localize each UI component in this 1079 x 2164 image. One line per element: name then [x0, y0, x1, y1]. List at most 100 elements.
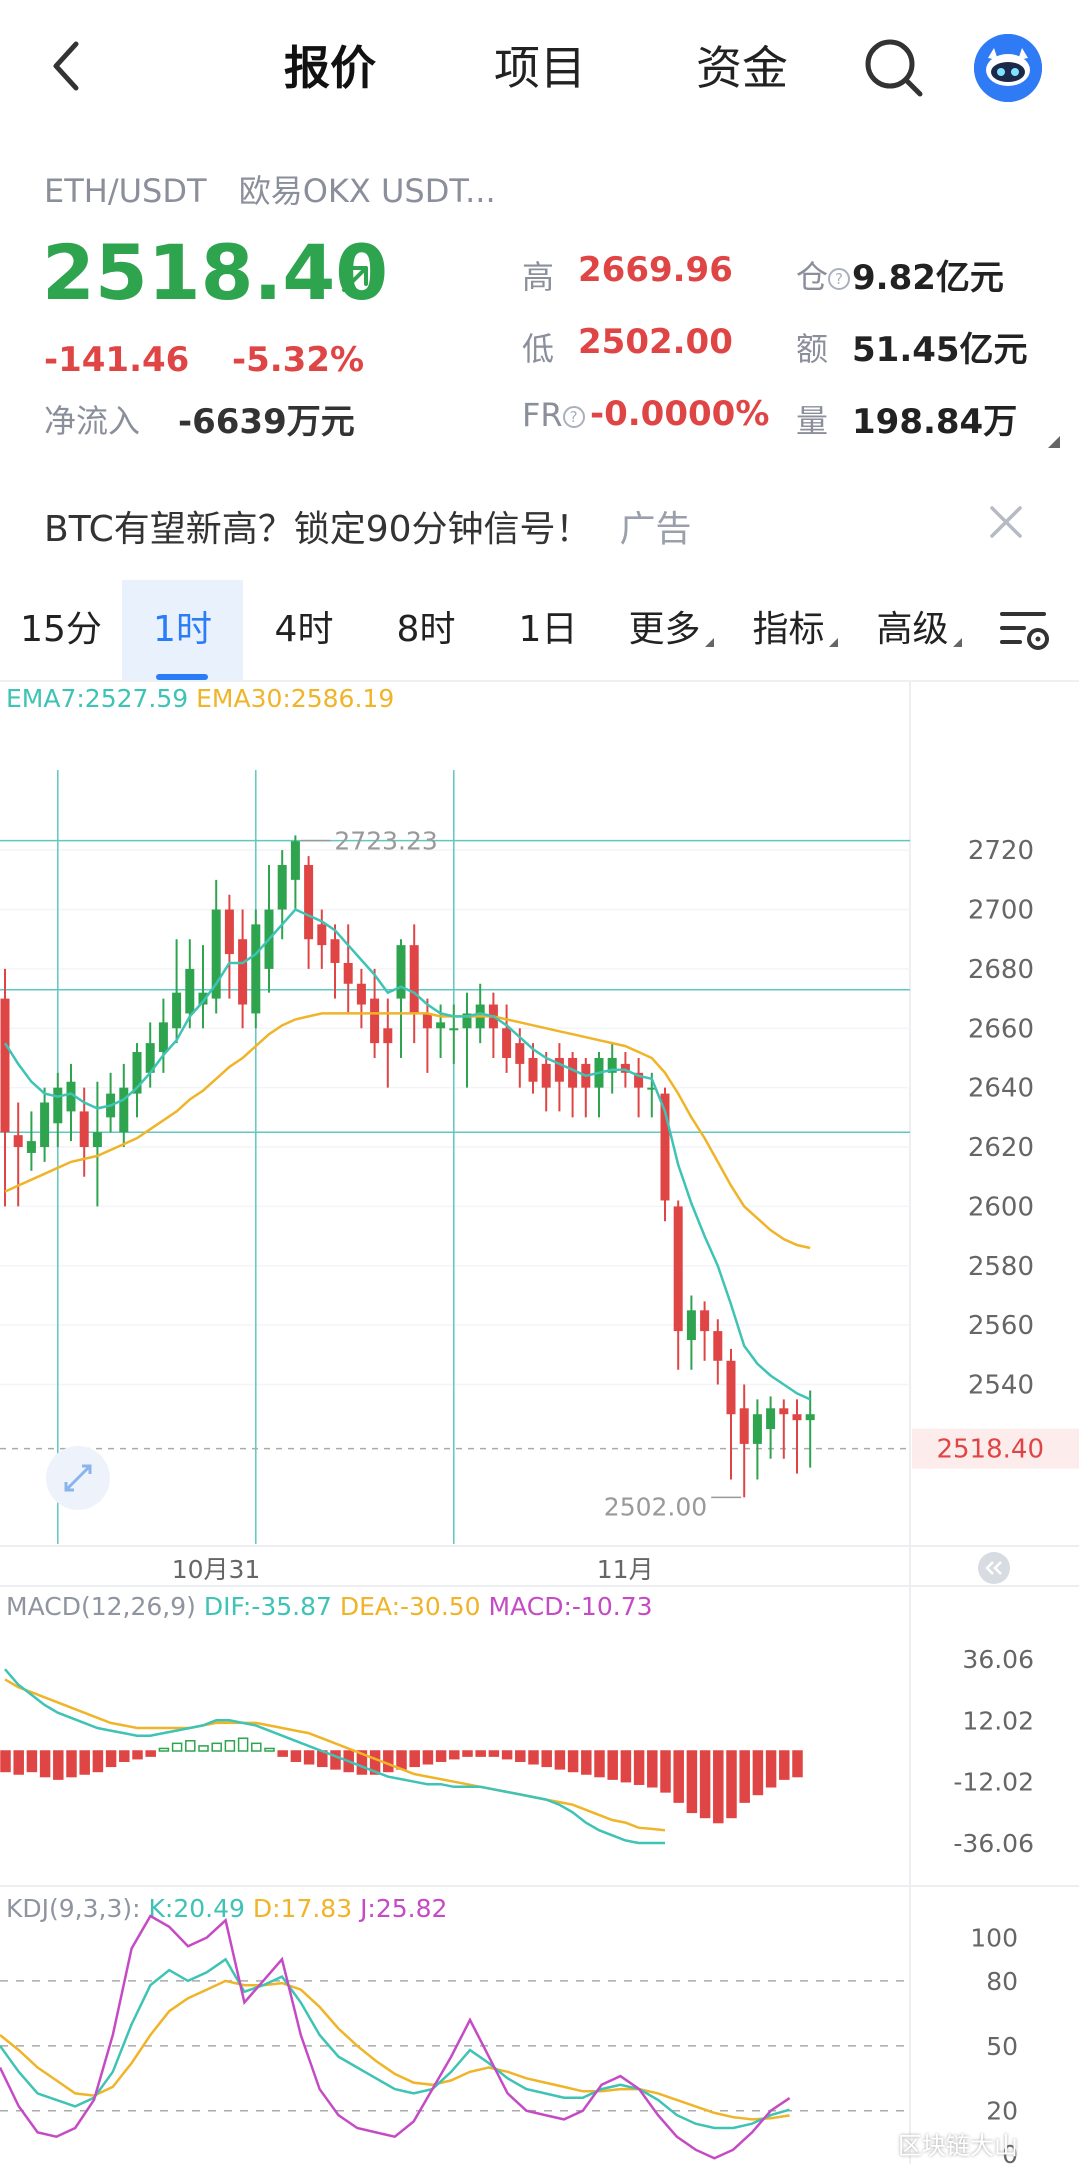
macd-histogram-bar — [488, 1750, 500, 1757]
indicator-dropdown[interactable]: 指标 — [733, 580, 857, 680]
candle-body — [238, 939, 248, 1005]
candle-body — [554, 1057, 564, 1082]
ema7-legend: EMA7:2527.59 — [6, 684, 189, 713]
macd-histogram-bar — [752, 1750, 764, 1796]
macd-histogram-bar — [237, 1737, 249, 1752]
macd-histogram-bar — [501, 1750, 513, 1760]
candle-body — [0, 998, 10, 1133]
advanced-dropdown[interactable]: 高级 — [857, 580, 981, 680]
candle-body — [53, 1087, 63, 1124]
dif-line — [4, 1668, 665, 1845]
macd-histogram-bar — [449, 1750, 460, 1760]
candle-body — [726, 1360, 736, 1415]
min-price-label: 2502.00 — [604, 1492, 707, 1521]
candle-body — [634, 1072, 644, 1088]
macd-histogram-bar — [409, 1750, 420, 1768]
ema-legend: EMA7:2527.59 EMA30:2586.19 — [6, 684, 394, 713]
candle-body — [66, 1081, 76, 1112]
tf-15m[interactable]: 15分 — [0, 580, 122, 680]
fullscreen-button[interactable] — [46, 1446, 110, 1510]
double-chevron-left-icon — [985, 1561, 1002, 1575]
dropdown-triangle-icon — [952, 638, 962, 647]
macd-histogram-bar — [330, 1750, 341, 1770]
help-icon[interactable]: ? — [828, 268, 851, 290]
amount-label: 额 — [796, 330, 829, 368]
candle-body — [79, 1111, 89, 1148]
tf-more-dropdown[interactable]: 更多 — [609, 580, 733, 680]
y-tick-label: 2640 — [968, 1074, 1034, 1104]
candle-body — [779, 1408, 789, 1415]
macd-histogram-bar — [739, 1750, 750, 1803]
avatar[interactable] — [974, 34, 1042, 102]
macd-legend: MACD(12,26,9) DIF:-35.87 DEA:-30.50 MACD… — [6, 1592, 653, 1621]
macd-histogram-bar — [726, 1750, 737, 1819]
kdj-k-line — [0, 1957, 790, 2130]
chart-settings-icon[interactable] — [1000, 608, 1052, 654]
tf-4h[interactable]: 4时 — [243, 580, 365, 680]
back-arrow-icon[interactable] — [46, 36, 86, 96]
ad-text: BTC有望新高？锁定90分钟信号！ — [44, 509, 592, 550]
jump-to-latest-button[interactable] — [978, 1552, 1010, 1584]
kdj-tick-label: 50 — [986, 2032, 1018, 2061]
tf-8h[interactable]: 8时 — [365, 580, 487, 680]
close-icon[interactable] — [986, 502, 1026, 542]
high-value: 2669.96 — [578, 250, 733, 290]
macd-histogram-bar — [422, 1750, 434, 1765]
help-icon[interactable]: ? — [562, 406, 585, 428]
macd-histogram-bar — [581, 1750, 592, 1775]
candle-body — [343, 962, 353, 984]
macd-histogram-bar — [185, 1740, 196, 1752]
expand-corner-icon[interactable] — [1048, 436, 1060, 448]
price-change-pct: -5.32% — [232, 340, 365, 380]
exchange-name[interactable]: 欧易OKX USDT... — [238, 172, 496, 210]
volume-label: 量 — [796, 402, 829, 440]
macd-tick-label: 36.06 — [962, 1645, 1034, 1674]
candle-body — [673, 1206, 683, 1332]
tf-label: 15分 — [20, 609, 102, 650]
candle-body — [370, 998, 380, 1044]
macd-histogram-bar — [475, 1750, 486, 1757]
tf-label: 8时 — [396, 609, 456, 650]
candle-body — [132, 1052, 142, 1094]
macd-value-legend: MACD:-10.73 — [488, 1592, 653, 1621]
macd-histogram-bar — [792, 1750, 803, 1778]
macd-histogram-bar — [765, 1750, 777, 1788]
macd-histogram-bar — [264, 1747, 275, 1752]
candle-body — [436, 1022, 446, 1029]
y-tick-label: 2680 — [968, 955, 1034, 985]
search-icon[interactable] — [862, 36, 926, 100]
top-nav: 报价 项目 资金 — [0, 0, 1079, 140]
tf-1d[interactable]: 1日 — [487, 580, 609, 680]
candle-body — [211, 909, 221, 999]
candle-body — [620, 1063, 630, 1073]
tf-label: 1时 — [153, 609, 212, 650]
tab-project[interactable]: 项目 — [494, 41, 586, 95]
candle-body — [792, 1414, 802, 1421]
ad-banner[interactable]: BTC有望新高？锁定90分钟信号！ 广告 — [44, 500, 692, 552]
macd-histogram-bar — [132, 1750, 143, 1760]
macd-histogram-bar — [369, 1750, 381, 1775]
tab-funds[interactable]: 资金 — [696, 41, 788, 95]
candle-body — [185, 968, 195, 1014]
macd-histogram-bar — [303, 1750, 315, 1765]
macd-histogram-bar — [673, 1750, 684, 1803]
macd-histogram-bar — [79, 1750, 90, 1775]
dropdown-triangle-icon — [828, 638, 838, 647]
fr-value: -0.0000% — [590, 394, 770, 434]
candle-body — [172, 992, 182, 1029]
macd-histogram-bar — [567, 1750, 579, 1773]
tab-quote[interactable]: 报价 — [284, 41, 376, 95]
candle-body — [145, 1043, 155, 1073]
macd-histogram-bar — [620, 1750, 632, 1783]
ema30-line — [4, 1012, 811, 1250]
net-flow-value: -6639万元 — [178, 402, 355, 442]
tf-1h[interactable]: 1时 — [122, 580, 243, 680]
volume-value: 198.84万 — [852, 402, 1018, 442]
macd-histogram-bar — [462, 1750, 473, 1757]
candle-body — [752, 1414, 762, 1444]
macd-tick-label: -12.02 — [953, 1768, 1034, 1797]
d-legend: D:17.83 — [252, 1894, 353, 1923]
candle-body — [541, 1063, 551, 1088]
tf-label: 高级 — [876, 609, 949, 650]
